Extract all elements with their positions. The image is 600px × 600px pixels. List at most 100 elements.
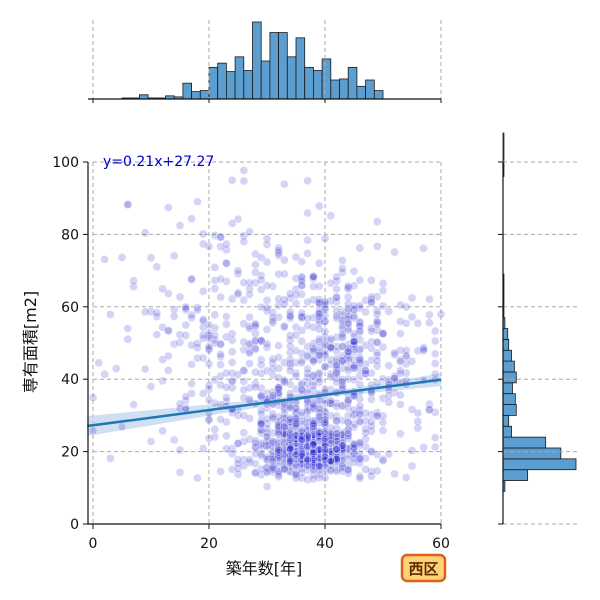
scatter-point <box>204 395 214 405</box>
scatter-point <box>268 412 278 422</box>
scatter-point <box>198 444 208 453</box>
scatter-point <box>216 233 225 242</box>
y-hist-bar <box>502 447 562 460</box>
scatter-point <box>251 459 260 468</box>
scatter-point <box>274 243 283 253</box>
y-tick-label: 40 <box>61 372 79 388</box>
y-hist-bar <box>502 338 510 351</box>
scatter-point <box>326 439 336 448</box>
scatter-point <box>88 426 98 436</box>
scatter-point <box>361 428 370 438</box>
x-hist-bar <box>225 71 236 100</box>
scatter-point <box>280 450 289 460</box>
scatter-point <box>332 360 341 370</box>
scatter-point <box>274 251 283 260</box>
scatter-point <box>262 306 272 316</box>
scatter-point <box>285 415 295 424</box>
scatter-point <box>367 471 376 481</box>
x-hist-bar <box>182 82 192 100</box>
scatter-point <box>372 351 382 360</box>
y-hist-bar <box>502 469 529 481</box>
scatter-point <box>187 214 196 223</box>
scatter-point <box>297 272 307 282</box>
scatter-point <box>222 444 231 454</box>
scatter-points <box>88 166 446 491</box>
scatter-point <box>430 349 440 359</box>
scatter-point <box>280 179 289 189</box>
scatter-point <box>222 319 231 329</box>
scatter-point <box>303 372 312 382</box>
scatter-point <box>262 428 272 437</box>
scatter-point <box>274 246 283 256</box>
scatter-point <box>297 386 307 395</box>
scatter-point <box>396 300 405 310</box>
scatter-point <box>256 355 266 364</box>
scatter-point <box>361 366 370 376</box>
regression-line <box>87 378 442 428</box>
scatter-point <box>372 378 382 388</box>
scatter-point <box>256 464 266 474</box>
scatter-point <box>216 292 225 302</box>
scatter-point <box>297 326 307 335</box>
scatter-point <box>175 445 185 455</box>
scatter-point <box>175 399 185 409</box>
scatter-point <box>314 258 324 268</box>
scatter-point <box>303 378 312 388</box>
scatter-point <box>285 425 295 435</box>
scatter-point <box>303 321 312 330</box>
scatter-point <box>187 379 196 389</box>
x-hist-bar <box>138 94 149 100</box>
scatter-point <box>361 307 370 317</box>
scatter-point <box>285 307 295 317</box>
scatter-point <box>152 308 162 318</box>
scatter-point <box>175 292 185 302</box>
scatter-point <box>407 461 417 471</box>
scatter-point <box>396 329 405 338</box>
scatter-point <box>430 369 440 379</box>
scatter-point <box>372 450 382 459</box>
scatter-point <box>291 330 301 340</box>
scatter-point <box>285 444 295 454</box>
scatter-point <box>349 311 359 321</box>
scatter-point <box>355 243 365 253</box>
x-hist-bar <box>191 91 201 100</box>
scatter-point <box>233 269 243 279</box>
scatter-point <box>222 431 231 441</box>
scatter-point <box>285 341 295 351</box>
scatter-point <box>233 214 243 224</box>
scatter-point <box>372 306 382 316</box>
scatter-point <box>314 350 324 360</box>
scatter-point <box>256 391 266 401</box>
scatter-point <box>239 295 249 305</box>
scatter-point <box>251 329 260 338</box>
scatter-point <box>372 309 382 319</box>
scatter-point <box>256 406 266 415</box>
scatter-point <box>309 419 318 428</box>
scatter-point <box>285 380 295 389</box>
scatter-point <box>262 303 272 313</box>
scatter-point <box>425 405 434 414</box>
scatter-point <box>268 464 278 474</box>
scatter-point <box>251 438 260 448</box>
regression-equation: y=0.21x+27.27 <box>103 154 214 170</box>
scatter-point <box>367 292 376 302</box>
scatter-point <box>164 326 173 335</box>
x-hist-bar <box>252 21 262 100</box>
scatter-point <box>303 461 312 471</box>
scatter-point <box>251 382 260 392</box>
scatter-point <box>129 282 138 291</box>
scatter-point <box>222 312 231 321</box>
scatter-point <box>361 369 370 379</box>
scatter-point <box>396 317 405 326</box>
scatter-point <box>268 364 278 373</box>
scatter-point <box>245 312 254 322</box>
scatter-point <box>146 382 156 391</box>
scatter-point <box>367 294 376 304</box>
scatter-point <box>239 428 249 438</box>
y-hist-bar <box>502 360 515 373</box>
scatter-point <box>285 389 295 398</box>
scatter-point <box>227 329 237 339</box>
scatter-point <box>314 282 324 291</box>
scatter-point <box>343 319 353 329</box>
scatter-point <box>239 166 249 175</box>
